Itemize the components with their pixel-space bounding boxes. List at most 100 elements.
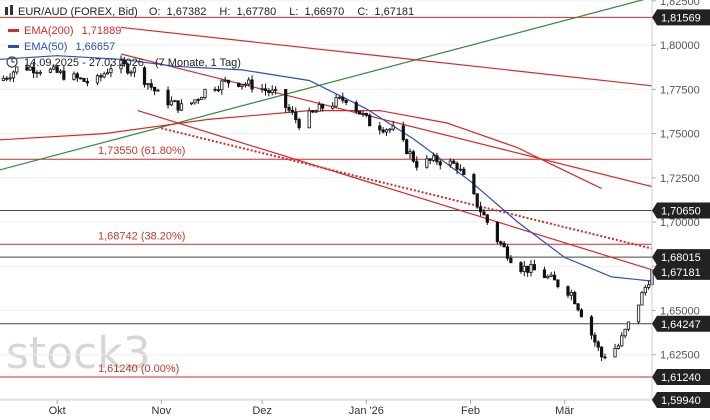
candle-body — [321, 104, 325, 109]
candle-body — [273, 89, 278, 91]
ema200-label: EMA(200) — [24, 25, 74, 37]
candle-body — [5, 77, 9, 80]
candle — [99, 73, 103, 82]
candle — [549, 271, 553, 278]
candle-body — [482, 211, 486, 216]
candle — [102, 71, 106, 79]
y-tick-label: 1,77500 — [660, 84, 700, 96]
candle-body — [599, 346, 604, 358]
candle — [314, 109, 318, 113]
candle-body — [478, 206, 483, 213]
candle — [28, 64, 32, 71]
candles — [1, 55, 654, 361]
candle-body — [529, 264, 533, 273]
candle — [626, 321, 631, 332]
candle-body — [284, 89, 288, 108]
candle-body — [344, 99, 348, 103]
candle — [438, 159, 442, 170]
candle — [408, 148, 412, 159]
x-axis: Okt Nov Dez Jan '26 Feb Mär — [49, 400, 574, 417]
candle-body — [48, 68, 53, 73]
candle — [321, 103, 325, 112]
candle — [358, 111, 362, 115]
candle-body — [250, 79, 254, 90]
candle-body — [384, 129, 389, 133]
candle-body — [452, 160, 456, 164]
candle-body — [640, 292, 644, 306]
y-tick-label: 1,75000 — [660, 129, 700, 141]
candle — [472, 172, 476, 196]
candle — [200, 96, 204, 100]
candle-body — [297, 119, 301, 129]
candle-body — [99, 75, 103, 78]
candle — [354, 100, 358, 115]
candle-body — [455, 162, 459, 170]
candle — [58, 69, 63, 75]
price-tag: 1,81569 — [652, 9, 710, 26]
candle — [119, 55, 123, 74]
candle — [620, 332, 624, 347]
candle-body — [149, 83, 153, 88]
candle — [247, 77, 251, 87]
candle-body — [52, 66, 56, 70]
svg-text:14.09.2025 - 27.03.2026: 14.09.2025 - 27.03.2026 (7 Monate, 1 Tag… — [24, 57, 241, 69]
candle — [25, 63, 29, 71]
trend-lines[interactable] — [0, 0, 653, 271]
candle-body — [401, 125, 405, 141]
candle — [129, 70, 133, 77]
candle — [576, 303, 580, 312]
candle — [495, 221, 500, 245]
price-tag-box — [652, 369, 710, 386]
price-tag-label: 1,61240 — [661, 372, 701, 384]
candle-body — [495, 222, 500, 243]
candle — [250, 75, 254, 93]
candle — [152, 86, 157, 96]
candle — [95, 73, 100, 86]
candle — [505, 244, 510, 261]
candle — [149, 79, 153, 91]
candle-body — [75, 73, 79, 79]
candle — [72, 71, 76, 81]
candle — [532, 259, 536, 271]
price-tag: 1,68015 — [652, 249, 710, 266]
candle-body — [368, 114, 372, 127]
candle — [411, 149, 415, 163]
candle-body — [391, 125, 395, 130]
x-tick-label: Okt — [49, 405, 66, 417]
candle-body — [28, 66, 32, 71]
candle — [452, 159, 456, 164]
candle — [196, 97, 200, 105]
candle-body — [331, 105, 335, 109]
chart-header: EUR/AUD (FOREX, Bid) O: 1,67382 H: 1,677… — [5, 5, 414, 69]
candle-body — [166, 89, 170, 106]
candle — [223, 76, 227, 83]
y-tick-label: 1,80000 — [660, 40, 700, 52]
candle — [448, 158, 452, 168]
candle-body — [636, 304, 641, 323]
candle — [243, 82, 247, 88]
watermark-text: stock3 — [6, 328, 151, 379]
trend-line-lower-red — [137, 109, 653, 271]
candle-body — [616, 345, 620, 349]
candle-body — [152, 86, 157, 92]
settings-icon[interactable] — [5, 5, 13, 15]
candle-body — [290, 109, 294, 113]
symbol-name: EUR/AUD (FOREX, Bid) — [18, 6, 138, 18]
candle-body — [485, 214, 489, 223]
candle — [478, 201, 483, 217]
candle-body — [388, 128, 392, 131]
x-tick-label: Jan '26 — [349, 405, 384, 417]
candle — [361, 110, 365, 118]
ema50-label: EMA(50) — [24, 41, 67, 53]
candle — [169, 96, 174, 107]
candle — [331, 102, 335, 110]
x-tick-label: Dez — [252, 405, 272, 417]
candle-body — [381, 129, 385, 133]
candle — [32, 62, 36, 79]
candle — [482, 208, 486, 216]
open-label: O: — [149, 6, 161, 18]
price-tag-box — [652, 249, 710, 266]
trend-line-dotted — [161, 127, 653, 250]
close-label: C: — [357, 6, 368, 18]
